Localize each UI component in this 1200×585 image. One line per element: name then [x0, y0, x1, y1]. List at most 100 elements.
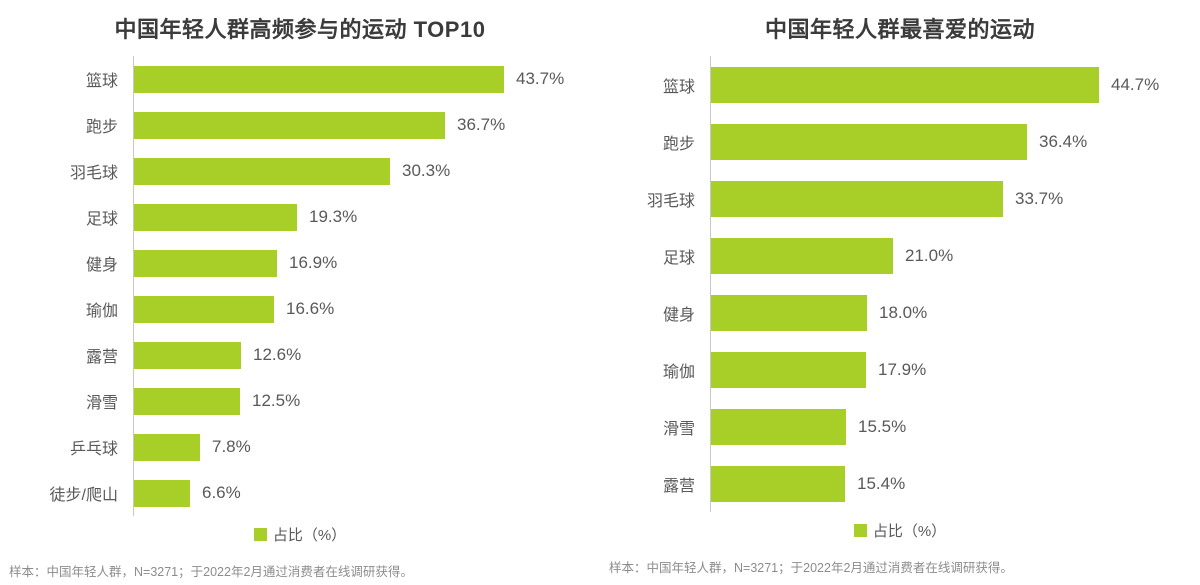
- bar-track: 36.7%: [133, 102, 600, 148]
- bar-row: 足球 21.0%: [600, 227, 1200, 284]
- value-label: 33.7%: [1015, 188, 1064, 208]
- category-label: 露营: [662, 477, 695, 495]
- bar: [134, 65, 504, 93]
- category-label: 跑步: [662, 135, 695, 153]
- category-label: 健身: [85, 257, 118, 274]
- category-label: 瑜伽: [85, 303, 118, 320]
- bar: [134, 479, 190, 507]
- category-label: 篮球: [85, 73, 118, 90]
- bar-row: 瑜伽 17.9%: [600, 341, 1200, 398]
- bar-track: 33.7%: [710, 170, 1200, 227]
- bar-rows: 篮球 44.7% 跑步 36.4% 羽毛球 33.7% 足球 21.0% 健身 18.0% 瑜伽 17…: [600, 56, 1200, 512]
- value-label: 16.6%: [286, 299, 335, 318]
- bar: [711, 294, 867, 331]
- category-label: 徒步/爬山: [49, 487, 118, 504]
- bar-track: 44.7%: [710, 56, 1200, 113]
- category-label: 足球: [85, 211, 118, 228]
- bar-row: 足球 19.3%: [0, 194, 600, 240]
- bar: [134, 111, 445, 139]
- chart-title: 中国年轻人群最喜爱的运动: [764, 17, 1035, 42]
- bar-track: 19.3%: [133, 194, 600, 240]
- bar-track: 12.6%: [133, 332, 600, 378]
- bar-row: 篮球 44.7%: [600, 56, 1200, 113]
- value-label: 19.3%: [309, 207, 358, 226]
- legend: 占比（%）: [600, 520, 1200, 541]
- category-label: 跑步: [85, 119, 118, 136]
- legend-swatch-icon: [853, 524, 867, 537]
- bar-track: 7.8%: [133, 424, 600, 470]
- bar-row: 露营 12.6%: [0, 332, 600, 378]
- bar-track: 36.4%: [710, 113, 1200, 170]
- value-label: 30.3%: [402, 161, 451, 180]
- bar: [134, 433, 200, 461]
- bar: [711, 66, 1099, 103]
- bar: [711, 351, 866, 388]
- bar-row: 露营 15.4%: [600, 455, 1200, 512]
- value-label: 16.9%: [289, 253, 338, 272]
- bar: [711, 465, 845, 502]
- category-label: 篮球: [662, 78, 695, 96]
- value-label: 17.9%: [878, 359, 927, 379]
- bar-track: 15.4%: [710, 455, 1200, 512]
- value-label: 44.7%: [1111, 74, 1160, 94]
- value-label: 36.7%: [457, 115, 506, 134]
- bar: [134, 341, 241, 369]
- bar-track: 18.0%: [710, 284, 1200, 341]
- bar-track: 15.5%: [710, 398, 1200, 455]
- bar-row: 滑雪 12.5%: [0, 378, 600, 424]
- bar-row: 徒步/爬山 6.6%: [0, 470, 600, 516]
- legend-swatch-icon: [253, 528, 267, 541]
- chart-favorite-sports: 中国年轻人群最喜爱的运动 篮球 44.7% 跑步 36.4% 羽毛球 33.7% 足球 21.…: [600, 12, 1200, 580]
- bar: [134, 157, 390, 185]
- value-label: 43.7%: [516, 69, 565, 88]
- value-label: 15.4%: [857, 473, 906, 493]
- bar-row: 乒乓球 7.8%: [0, 424, 600, 470]
- legend-label: 占比（%）: [872, 523, 947, 540]
- bar-rows: 篮球 43.7% 跑步 36.7% 羽毛球 30.3% 足球 19.3% 健身 16.9% 瑜伽 16…: [0, 56, 600, 516]
- bar: [711, 123, 1027, 160]
- bar: [134, 249, 277, 277]
- bar-track: 17.9%: [710, 341, 1200, 398]
- category-label: 健身: [662, 306, 695, 324]
- value-label: 7.8%: [212, 437, 251, 456]
- legend: 占比（%）: [0, 524, 600, 545]
- bar-track: 12.5%: [133, 378, 600, 424]
- bar-row: 健身 16.9%: [0, 240, 600, 286]
- bar-row: 滑雪 15.5%: [600, 398, 1200, 455]
- bar-row: 篮球 43.7%: [0, 56, 600, 102]
- category-label: 露营: [85, 349, 118, 366]
- bar: [134, 203, 297, 231]
- legend-label: 占比（%）: [272, 527, 347, 544]
- bar-row: 跑步 36.4%: [600, 113, 1200, 170]
- bar: [711, 408, 846, 445]
- value-label: 21.0%: [905, 245, 954, 265]
- category-label: 足球: [662, 249, 695, 267]
- bar-row: 瑜伽 16.6%: [0, 286, 600, 332]
- value-label: 12.5%: [252, 391, 301, 410]
- chart-frequent-sports: 中国年轻人群高频参与的运动 TOP10 篮球 43.7% 跑步 36.7% 羽毛球 30.…: [0, 12, 600, 580]
- value-label: 6.6%: [202, 483, 241, 502]
- value-label: 36.4%: [1039, 131, 1088, 151]
- bar-track: 43.7%: [133, 56, 600, 102]
- bar-row: 健身 18.0%: [600, 284, 1200, 341]
- bar-track: 30.3%: [133, 148, 600, 194]
- bar-track: 16.6%: [133, 286, 600, 332]
- bar-track: 16.9%: [133, 240, 600, 286]
- bar: [134, 387, 240, 415]
- bar: [711, 180, 1003, 217]
- category-label: 滑雪: [662, 420, 695, 438]
- chart-title: 中国年轻人群高频参与的运动 TOP10: [114, 17, 486, 42]
- bar-track: 6.6%: [133, 470, 600, 516]
- category-label: 瑜伽: [662, 363, 695, 381]
- value-label: 15.5%: [858, 416, 907, 436]
- footnote: 样本：中国年轻人群，N=3271；于2022年2月通过消费者在线调研获得。: [609, 561, 1013, 575]
- footnote: 样本：中国年轻人群，N=3271；于2022年2月通过消费者在线调研获得。: [9, 565, 413, 579]
- value-label: 12.6%: [253, 345, 302, 364]
- category-label: 羽毛球: [69, 165, 118, 182]
- bar-row: 跑步 36.7%: [0, 102, 600, 148]
- bar-track: 21.0%: [710, 227, 1200, 284]
- value-label: 18.0%: [879, 302, 928, 322]
- bar: [711, 237, 893, 274]
- category-label: 羽毛球: [646, 192, 695, 210]
